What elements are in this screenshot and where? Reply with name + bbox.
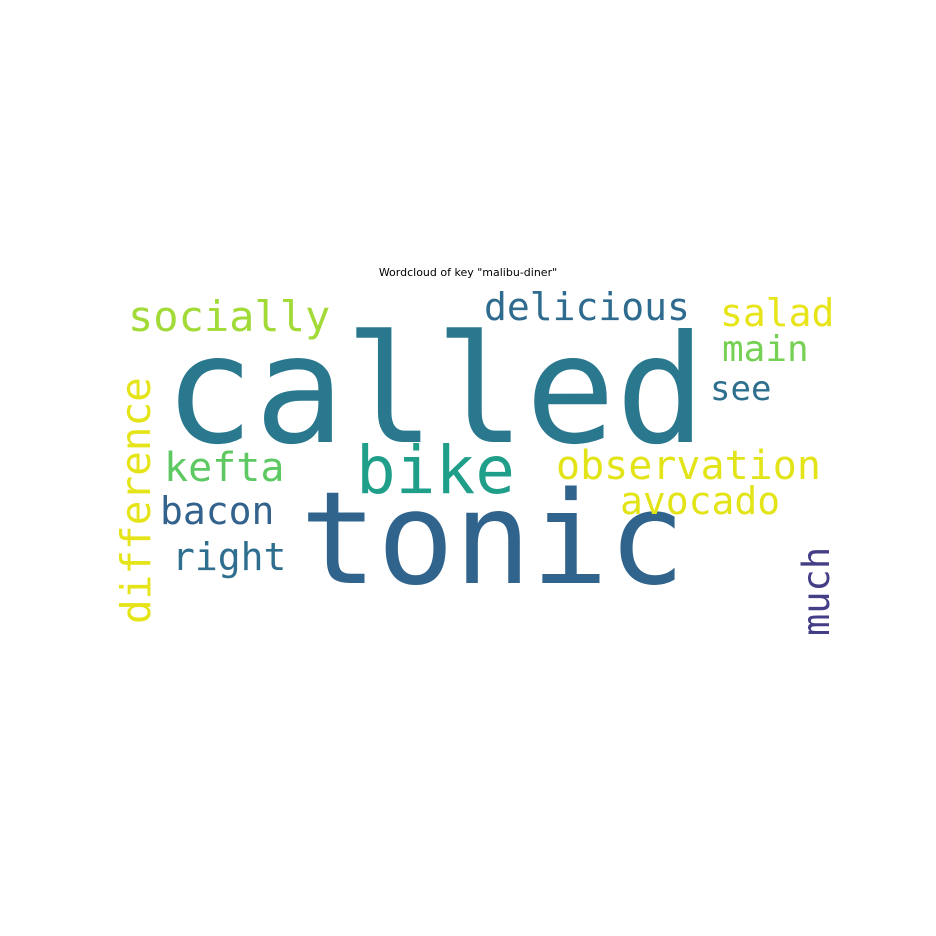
- word-bike: bike: [356, 432, 515, 509]
- word-main: main: [722, 329, 809, 370]
- word-salad: salad: [720, 291, 835, 335]
- word-observation: observation: [556, 443, 821, 489]
- chart-title: Wordcloud of key "malibu-diner": [378, 266, 558, 279]
- word-tonic: tonic: [300, 465, 686, 614]
- word-called: called: [164, 304, 706, 478]
- word-kefta: kefta: [164, 445, 285, 491]
- word-much: much: [795, 546, 836, 636]
- word-difference: difference: [112, 377, 160, 624]
- word-avocado: avocado: [620, 479, 781, 523]
- word-bacon: bacon: [160, 489, 275, 533]
- word-socially: socially: [128, 292, 331, 341]
- word-right: right: [172, 535, 287, 579]
- word-see: see: [710, 369, 772, 409]
- wordcloud-area: called tonic bike observation delicious socia…: [108, 288, 836, 652]
- word-delicious: delicious: [484, 288, 690, 329]
